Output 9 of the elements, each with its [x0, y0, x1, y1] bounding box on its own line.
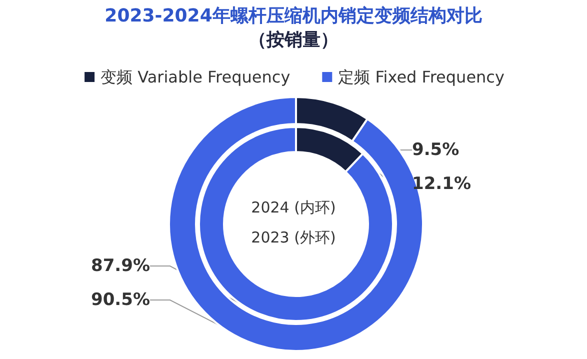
text: 2023 (外环) — [251, 228, 336, 246]
legend-label: 定频 Fixed Frequency — [338, 68, 504, 86]
legend-label: 变频 Variable Frequency — [100, 68, 290, 86]
text: 2024 (内环) — [251, 198, 336, 216]
data-label: 87.9% — [91, 256, 150, 276]
data-label: 90.5% — [91, 290, 150, 310]
chart-title: 2023-2024年螺杆压缩机内销定变频结构对比 — [104, 6, 482, 26]
chart-subtitle: （按销量） — [248, 30, 338, 50]
data-label: 9.5% — [412, 140, 460, 160]
